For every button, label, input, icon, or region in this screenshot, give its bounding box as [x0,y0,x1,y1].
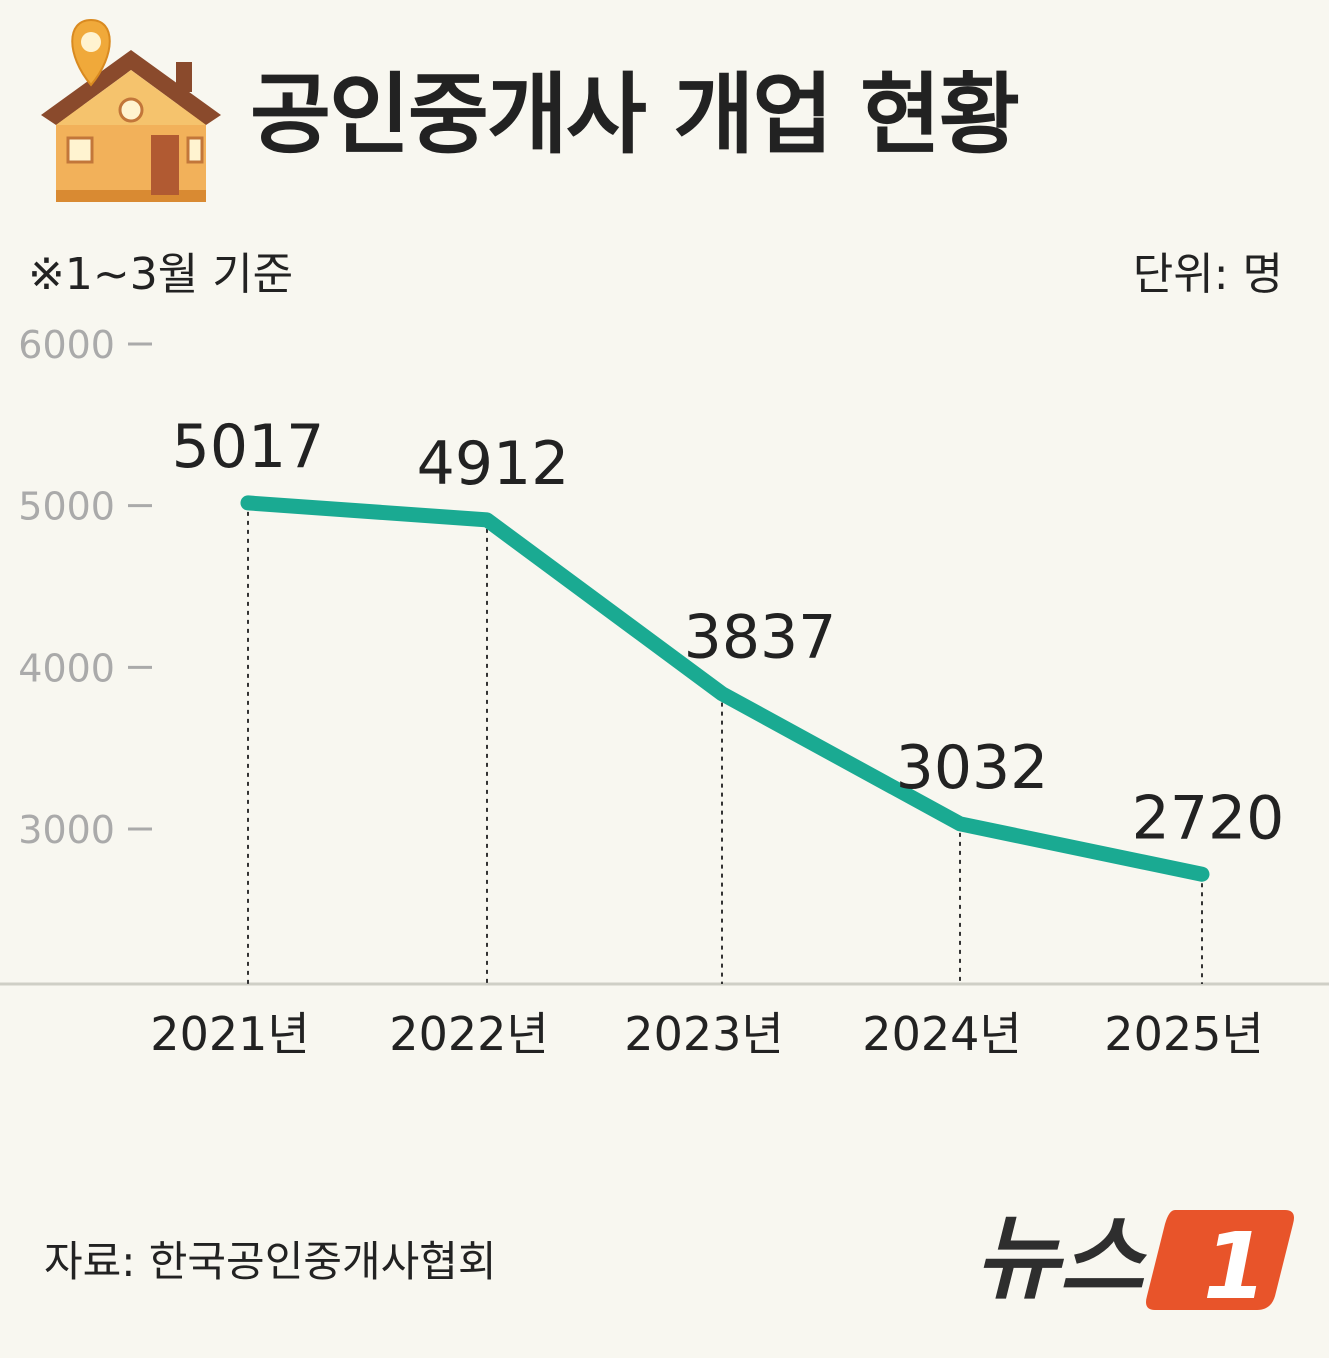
x-tick-label: 2025년 [1104,1007,1263,1061]
logo-mark: 1 [1203,1213,1267,1318]
x-tick-label: 2024년 [862,1007,1021,1061]
data-label: 3837 [684,603,837,673]
data-label: 3032 [896,733,1049,803]
series-line [240,495,1210,882]
x-axis-labels: 2021년 2022년 2023년 2024년 2025년 [150,1007,1263,1061]
y-axis: 6000 5000 4000 3000 [18,323,152,852]
y-tick-label: 4000 [18,646,115,690]
data-label: 4912 [417,429,570,499]
x-tick-label: 2021년 [150,1007,309,1061]
y-tick-label: 6000 [18,323,115,367]
data-label: 2720 [1132,783,1285,853]
y-tick-label: 5000 [18,485,115,529]
y-tick-label: 3000 [18,808,115,852]
source-note: 자료: 한국공인중개사협회 [44,1237,497,1286]
logo-text: 뉴스 [975,1205,1148,1312]
news1-logo: 뉴스 1 [975,1205,1294,1318]
x-tick-label: 2022년 [389,1007,548,1061]
chart-title: 공인중개사 개업 현황 [250,63,1020,166]
unit-label: 단위: 명 [1132,249,1283,300]
data-label: 5017 [172,412,325,482]
data-labels: 5017 4912 3837 3032 2720 [172,412,1285,853]
house-location-icon [41,18,221,202]
period-note: ※1~3월 기준 [28,249,294,300]
guide-lines [247,502,1203,984]
logo-mark-shape [1146,1210,1294,1310]
x-tick-label: 2023년 [624,1007,783,1061]
line-chart: 6000 5000 4000 3000 5017 4912 3837 3032 2720 20… [0,323,1329,1061]
